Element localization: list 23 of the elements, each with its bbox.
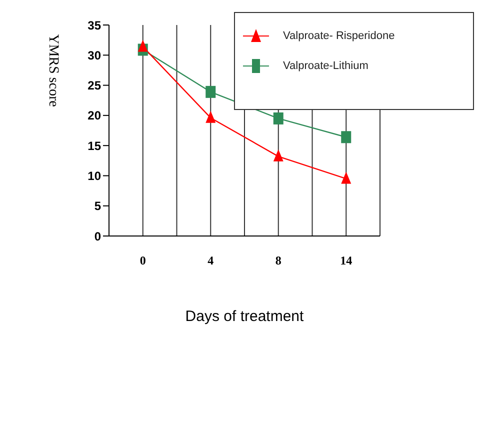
x-tick-label: 8 [275, 254, 282, 268]
point [273, 149, 284, 162]
x-tick-label: 4 [208, 254, 214, 268]
y-tick-label: 25 [88, 78, 102, 93]
y-tick-label: 15 [88, 138, 102, 153]
point [341, 172, 352, 184]
legend-label: Valproate-Lithium [283, 60, 368, 72]
y-tick-label: 10 [88, 168, 102, 183]
point [273, 112, 284, 124]
y-tick-label: 5 [94, 199, 102, 214]
x-tick-label: 0 [140, 254, 146, 268]
point [206, 86, 216, 98]
point [138, 40, 148, 52]
legend-label: Valproate- Risperidone [283, 30, 395, 42]
point [341, 131, 352, 144]
x-axis-title: Days of treatment [185, 308, 305, 325]
y-tick-label: 30 [88, 48, 102, 62]
y-axis-title: YMRS score [46, 34, 60, 107]
y-tick-label: 35 [88, 18, 102, 32]
y-tick-label: 0 [94, 229, 102, 244]
point [206, 110, 216, 123]
y-tick-label: 20 [88, 108, 102, 123]
x-tick-label: 14 [340, 254, 352, 268]
